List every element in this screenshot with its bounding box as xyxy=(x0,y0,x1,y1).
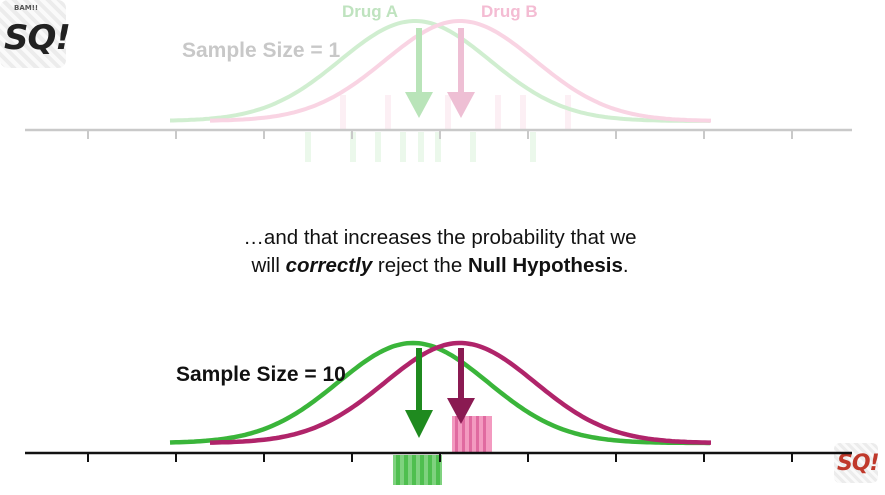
top-axis-ticks xyxy=(87,130,793,139)
top-sample-size-label: Sample Size = 1 xyxy=(182,39,340,62)
bottom-mean-arrow-a xyxy=(405,348,433,438)
legend-drug-b: Drug B xyxy=(481,2,538,21)
explanation-line-2: will correctly reject the Null Hypothesi… xyxy=(251,254,629,277)
null-hypothesis-term: Null Hypothesis xyxy=(467,254,623,277)
bottom-sample-size-label: Sample Size = 10 xyxy=(176,363,346,386)
top-drug-a-curve xyxy=(170,19,711,123)
bottom-axis-ticks xyxy=(87,453,793,462)
statquest-logo-top-left: BAM!! SQ! xyxy=(0,0,71,68)
bottom-panel xyxy=(25,340,852,485)
top-mean-arrow-a xyxy=(405,28,433,118)
bottom-drug-b-curve xyxy=(210,340,711,445)
bottom-drug-a-curve xyxy=(169,340,710,446)
top-mean-arrow-b xyxy=(447,28,475,118)
bottom-drug-a-sample-bars xyxy=(393,455,442,485)
statquest-logo-bottom-right: SQ! xyxy=(834,443,880,483)
explanation-line-1: …and that increases the probability that… xyxy=(243,226,637,249)
bottom-drug-b-sample-bars xyxy=(452,416,492,452)
top-panel xyxy=(25,19,852,162)
bottom-mean-arrow-b xyxy=(447,348,475,424)
legend-drug-a: Drug A xyxy=(342,2,398,21)
correctly-emphasis: correctly xyxy=(285,254,373,277)
explanation-text: …and that increases the probability that… xyxy=(140,224,740,280)
top-sample-bars xyxy=(305,95,571,162)
top-drug-b-curve xyxy=(210,19,711,123)
